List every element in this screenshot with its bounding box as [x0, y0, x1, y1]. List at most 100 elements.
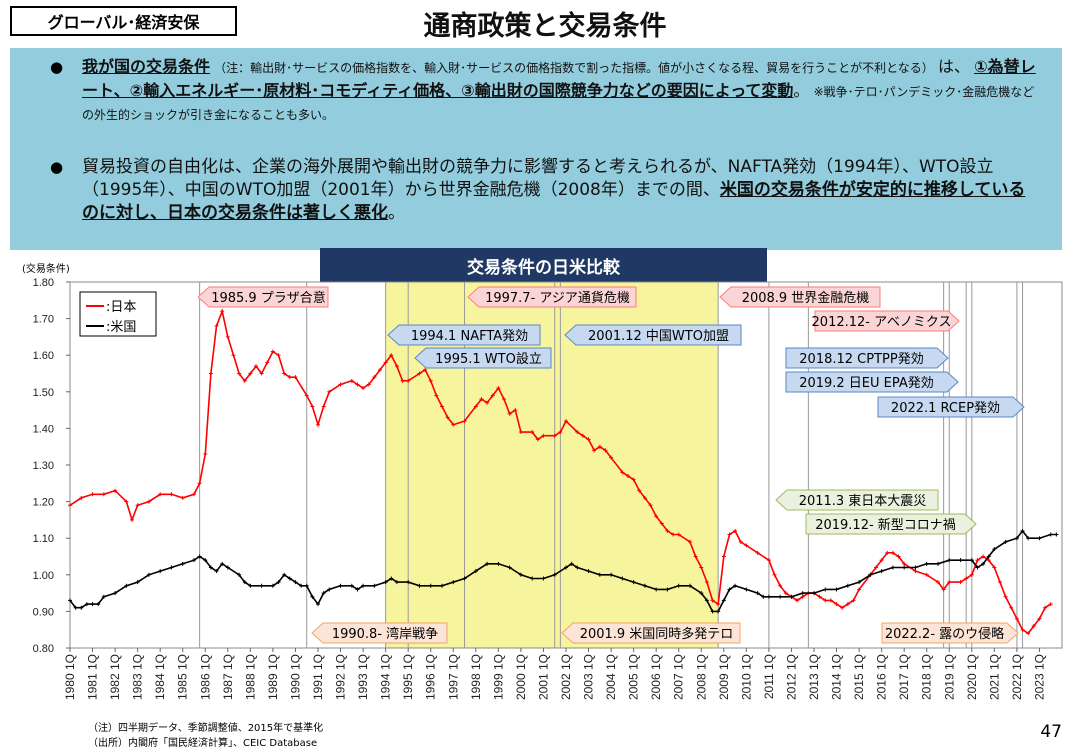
x-tick-label: 1987 1Q: [221, 654, 235, 700]
x-tick-label: 2002 1Q: [559, 654, 573, 700]
data-point-japan: [1014, 616, 1019, 621]
data-point-us: [716, 609, 721, 614]
data-point-us: [96, 602, 101, 607]
bullet1-mid: は、: [937, 57, 970, 76]
data-point-us: [485, 561, 490, 566]
data-point-us: [220, 561, 225, 566]
legend-label-japan: :日本: [106, 300, 136, 315]
x-tick-label: 1983 1Q: [131, 654, 145, 700]
data-point-us: [879, 569, 884, 574]
data-point-us: [79, 605, 84, 610]
data-point-japan: [631, 477, 636, 482]
data-point-us: [800, 591, 805, 596]
data-point-us: [383, 580, 388, 585]
x-tick-label: 1996 1Q: [424, 654, 438, 700]
data-point-japan: [733, 528, 738, 533]
data-point-us: [270, 583, 275, 588]
x-tick-label: 1994 1Q: [379, 654, 393, 700]
data-point-us: [654, 587, 659, 592]
x-tick-label: 1990 1Q: [288, 654, 302, 700]
data-point-japan: [1003, 594, 1008, 599]
data-point-us: [338, 583, 343, 588]
data-point-us: [225, 565, 230, 570]
data-point-japan: [355, 382, 360, 387]
x-tick-label: 1989 1Q: [266, 654, 280, 700]
bullet2-text: 貿易投資の自由化は、企業の海外展開や輸出財の競争力に影響すると考えられるが、NA…: [82, 157, 994, 200]
data-point-japan: [242, 378, 247, 383]
summary-box: ● 我が国の交易条件 （注：輸出財･サービスの価格指数を、輸入財･サービスの価格…: [10, 48, 1062, 250]
chart-title: 交易条件の日米比較: [320, 248, 767, 282]
data-point-us: [761, 594, 766, 599]
data-point-japan: [124, 499, 129, 504]
bullet2-emphasis: 米国の交易条件が安定的に推移しているのに対し、日本の交易条件は著しく悪化: [82, 180, 1026, 223]
x-tick-label: 2004 1Q: [604, 654, 618, 700]
y-tick-label: 1.50: [33, 387, 54, 399]
footnote-source: （出所）内閣府「国民経済計算」、CEIC Database: [88, 738, 318, 749]
data-point-us: [462, 576, 467, 581]
data-point-us: [642, 583, 647, 588]
data-point-us: [981, 561, 986, 566]
data-point-japan: [958, 580, 963, 585]
x-tick-label: 1985 1Q: [176, 654, 190, 700]
event-callout-arrow: [414, 347, 552, 369]
data-point-japan: [642, 495, 647, 500]
data-point-us: [564, 565, 568, 570]
data-point-us: [1048, 532, 1053, 537]
data-point-us: [208, 565, 213, 570]
event-callout-label: 1985.9 プラザ合意: [211, 290, 326, 306]
y-tick-label: 0.80: [33, 643, 54, 655]
data-point-us: [868, 572, 873, 577]
data-point-us: [406, 580, 411, 585]
data-point-us: [812, 591, 816, 596]
summary-bullet-1: 我が国の交易条件 （注：輸出財･サービスの価格指数を、輸入財･サービスの価格指数…: [82, 56, 1042, 127]
data-point-us: [282, 572, 287, 577]
data-point-japan: [941, 587, 946, 592]
data-point-us: [699, 591, 704, 596]
data-point-japan: [879, 558, 884, 563]
data-point-japan: [575, 430, 580, 435]
data-point-us: [237, 572, 242, 577]
data-point-japan: [428, 378, 433, 383]
x-tick-label: 2022 1Q: [1010, 654, 1024, 700]
x-tick-label: 1993 1Q: [356, 654, 370, 700]
series-markers-us: [68, 528, 1059, 614]
event-callout-label: 1995.1 WTO設立: [435, 351, 542, 367]
data-point-us: [507, 565, 512, 570]
event-callout-arrow: [387, 324, 541, 346]
data-point-japan: [507, 411, 512, 416]
data-point-us: [310, 594, 315, 599]
event-callout-arrow: [881, 622, 1019, 644]
data-point-us: [248, 583, 253, 588]
legend-box: [79, 291, 157, 337]
data-point-japan: [778, 583, 783, 588]
data-point-us: [727, 587, 732, 592]
data-point-japan: [783, 591, 788, 596]
data-point-japan: [265, 360, 270, 365]
data-point-japan: [609, 455, 614, 460]
data-point-japan: [383, 360, 388, 365]
data-point-us: [936, 561, 940, 566]
data-point-japan: [564, 419, 568, 424]
data-point-us: [1054, 532, 1059, 537]
data-point-us: [845, 583, 850, 588]
data-point-us: [242, 580, 247, 585]
footnote-note: （注）四半期データ、季節調整値、2015年で基準化: [88, 723, 324, 734]
data-point-japan: [699, 565, 704, 570]
data-point-japan: [146, 499, 151, 504]
data-point-us: [552, 572, 557, 577]
x-tick-label: 2009 1Q: [717, 654, 731, 700]
data-point-japan: [423, 367, 428, 372]
bullet-dot-icon: ●: [50, 58, 64, 76]
data-point-japan: [310, 404, 315, 409]
data-point-japan: [378, 367, 382, 372]
data-point-us: [372, 583, 377, 588]
data-point-us: [575, 565, 580, 570]
data-point-us: [890, 565, 895, 570]
data-point-japan: [552, 433, 557, 438]
x-tick-label: 2005 1Q: [627, 654, 641, 700]
data-point-japan: [986, 558, 991, 563]
data-point-japan: [704, 580, 709, 585]
data-point-japan: [676, 532, 681, 537]
data-point-japan: [338, 382, 343, 387]
data-point-us: [913, 565, 918, 570]
